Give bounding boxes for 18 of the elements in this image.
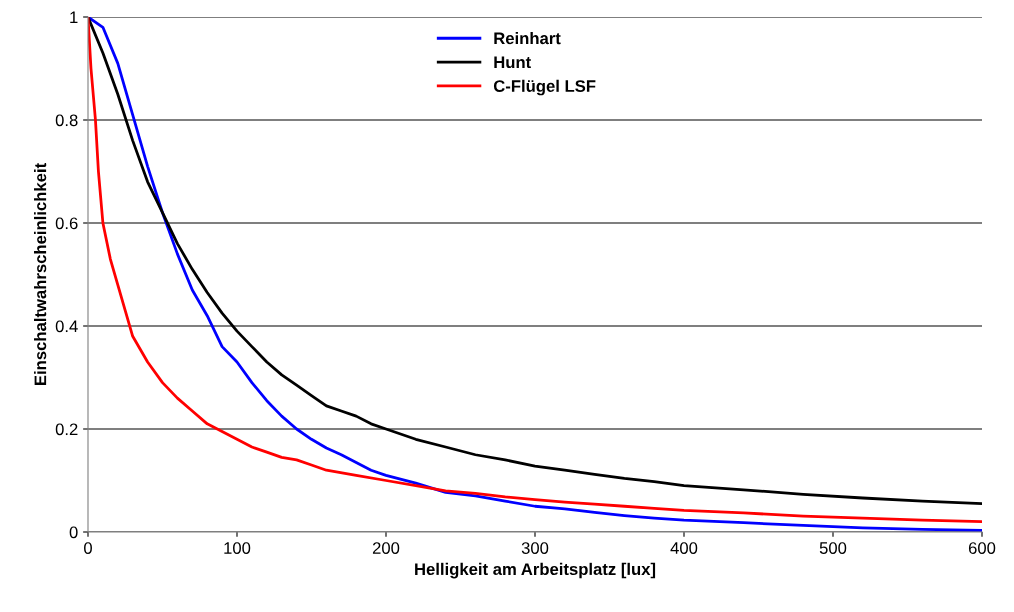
x-tick-label: 100 [224, 542, 251, 554]
x-tick-label: 300 [521, 542, 549, 554]
x-tick-label: 600 [968, 542, 996, 554]
x-tick-label: 0 [84, 542, 92, 554]
y-axis-title: Einschaltwahrscheinlichkeit [34, 163, 47, 385]
y-tick-label: 0.8 [55, 114, 78, 127]
legend-label: C-Flügel LSF [493, 79, 596, 96]
y-tick-label: 0.2 [55, 423, 78, 436]
x-axis-title: Helligkeit am Arbeitsplatz [lux] [415, 562, 656, 579]
x-tick-label: 400 [670, 542, 698, 554]
x-tick-label: 200 [372, 542, 400, 554]
y-tick-label: 0 [69, 526, 78, 539]
y-tick-label: 1 [70, 11, 78, 24]
legend-label: Hunt [494, 56, 531, 69]
y-tick-label: 0.6 [55, 217, 78, 230]
y-tick-label: 0.4 [55, 320, 78, 333]
legend-label: Reinhart [494, 32, 561, 45]
x-tick-label: 500 [819, 542, 847, 554]
